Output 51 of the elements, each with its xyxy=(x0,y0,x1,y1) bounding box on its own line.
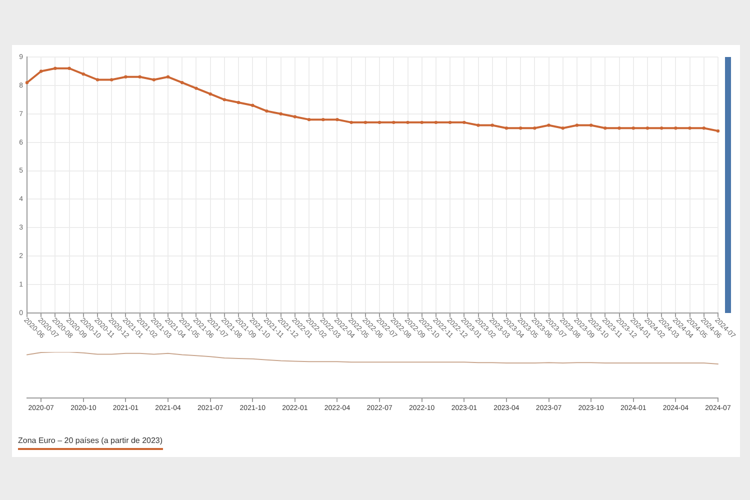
point xyxy=(54,66,57,70)
point xyxy=(40,70,43,73)
text: Zona Euro – 20 países (a partir de 2023) xyxy=(18,436,163,450)
point xyxy=(504,126,508,130)
point xyxy=(194,86,198,90)
point xyxy=(236,100,240,104)
point xyxy=(688,126,692,130)
point xyxy=(364,120,368,124)
point xyxy=(660,126,664,130)
point xyxy=(448,120,452,124)
point xyxy=(110,78,114,82)
point xyxy=(702,126,706,130)
point xyxy=(25,81,29,84)
point xyxy=(265,109,268,113)
point xyxy=(392,120,396,124)
point xyxy=(138,75,142,79)
point xyxy=(674,126,678,130)
point xyxy=(279,112,282,116)
point xyxy=(490,124,494,127)
point xyxy=(533,126,536,130)
point xyxy=(575,124,579,127)
point xyxy=(350,120,353,124)
point xyxy=(124,75,128,79)
point xyxy=(322,118,325,122)
point xyxy=(96,78,100,82)
point xyxy=(604,126,607,130)
point xyxy=(420,120,424,124)
point xyxy=(307,118,311,122)
point xyxy=(180,81,184,84)
point xyxy=(406,120,410,124)
point xyxy=(561,126,564,130)
point xyxy=(68,66,71,70)
point xyxy=(152,78,156,82)
point xyxy=(518,126,522,130)
point xyxy=(632,126,635,130)
point xyxy=(434,120,438,124)
point xyxy=(166,75,170,79)
point xyxy=(208,92,212,96)
point xyxy=(251,104,254,107)
point xyxy=(547,124,550,127)
point xyxy=(618,126,621,130)
point xyxy=(476,124,480,127)
point xyxy=(336,118,339,122)
point xyxy=(222,98,226,102)
point xyxy=(293,115,297,118)
point xyxy=(716,129,720,133)
point xyxy=(589,124,593,127)
point xyxy=(462,120,466,124)
point xyxy=(82,72,86,76)
point xyxy=(646,126,650,130)
point xyxy=(378,120,382,124)
